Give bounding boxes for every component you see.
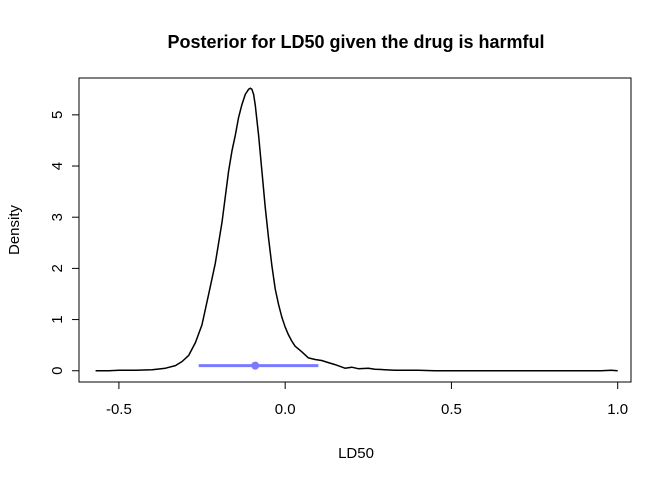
x-tick-label: 1.0 [607, 401, 628, 418]
x-axis: -0.5 0.0 0.5 1.0 [106, 381, 628, 418]
y-tick-label: 4 [49, 162, 66, 170]
density-curve [95, 87, 618, 372]
chart-title: Posterior for LD50 given the drug is har… [167, 32, 544, 52]
y-tick-label: 1 [49, 315, 66, 323]
x-tick-label: -0.5 [106, 401, 132, 418]
y-tick-label: 2 [49, 264, 66, 272]
x-axis-label: LD50 [338, 445, 374, 462]
y-axis-label: Density [6, 204, 23, 255]
y-tick-label: 5 [49, 111, 66, 119]
point-estimate-marker [251, 361, 260, 370]
plot-frame [78, 77, 632, 383]
x-tick-label: 0.5 [441, 401, 462, 418]
x-tick-label: 0.0 [275, 401, 296, 418]
y-tick-label: 0 [49, 367, 66, 375]
plot-area [95, 87, 618, 372]
y-axis: 0 1 2 3 4 5 [49, 111, 80, 375]
y-tick-label: 3 [49, 213, 66, 221]
